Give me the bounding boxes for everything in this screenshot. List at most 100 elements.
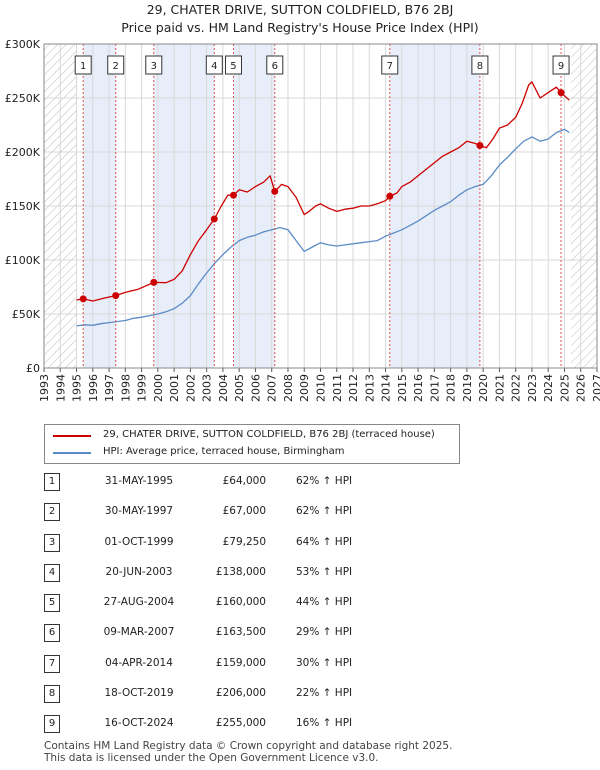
- x-tick-label: 1997: [103, 374, 116, 402]
- footer: Contains HM Land Registry data © Crown c…: [44, 740, 452, 764]
- sale-marker-label: 5: [230, 61, 236, 72]
- sale-hpi-diff: 29% ↑ HPI: [296, 626, 353, 639]
- sale-number-badge: 4: [44, 563, 60, 582]
- sale-point: [210, 215, 218, 223]
- table-row: 2 30-MAY-1997 £67,000 62% ↑ HPI: [44, 500, 464, 530]
- sale-number-badge: 6: [44, 624, 60, 643]
- x-tick-label: 2014: [380, 374, 393, 402]
- sale-marker-box: [224, 55, 242, 75]
- sale-marker-box: [266, 55, 284, 75]
- sale-hpi-diff: 62% ↑ HPI: [296, 505, 353, 518]
- sales-table: 1 31-MAY-1995 £64,000 62% ↑ HPI 2 30-MAY…: [44, 470, 464, 743]
- x-tick-label: 2015: [396, 374, 409, 402]
- sale-price: £67,000: [222, 505, 266, 518]
- sale-point: [150, 278, 158, 286]
- y-tick-label: £100K: [5, 254, 41, 267]
- sale-date: 31-MAY-1995: [104, 475, 174, 487]
- sale-price: £206,000: [215, 687, 266, 700]
- sale-date: 27-AUG-2004: [103, 596, 175, 609]
- sale-number-badge: 8: [44, 685, 60, 704]
- x-tick-label: 2019: [461, 374, 474, 402]
- sale-marker-label: 8: [477, 61, 483, 72]
- sale-marker-box: [552, 55, 570, 75]
- y-tick-label: £200K: [5, 146, 41, 159]
- sale-number-badge: 2: [44, 503, 60, 522]
- sale-hpi-diff: 64% ↑ HPI: [296, 535, 353, 548]
- x-tick-label: 1995: [71, 374, 84, 402]
- footer-line-2: This data is licensed under the Open Gov…: [44, 752, 379, 764]
- sale-marker-box: [205, 55, 223, 75]
- sale-date: 16-OCT-2024: [104, 717, 174, 730]
- sale-marker-label: 2: [113, 61, 119, 72]
- x-tick-label: 2024: [542, 374, 555, 402]
- table-row: 8 18-OCT-2019 £206,000 22% ↑ HPI: [44, 682, 464, 712]
- x-tick-label: 1998: [119, 374, 132, 402]
- table-row: 6 09-MAR-2007 £163,500 29% ↑ HPI: [44, 621, 464, 651]
- x-tick-label: 2026: [575, 374, 588, 402]
- x-tick-label: 2009: [298, 374, 311, 402]
- sale-price: £138,000: [215, 565, 266, 578]
- sale-marker-label: 4: [211, 61, 217, 72]
- table-row: 7 04-APR-2014 £159,000 30% ↑ HPI: [44, 652, 464, 682]
- sale-number-badge: 5: [44, 594, 60, 613]
- x-tick-label: 2010: [315, 374, 328, 402]
- sale-marker-label: 3: [151, 61, 157, 72]
- x-tick-label: 2013: [363, 374, 376, 402]
- x-tick-label: 1999: [136, 374, 149, 402]
- sale-hpi-diff: 44% ↑ HPI: [296, 596, 353, 609]
- sale-price: £160,000: [215, 596, 266, 609]
- sale-number-badge: 1: [44, 473, 60, 491]
- x-tick-label: 2016: [412, 374, 425, 402]
- x-tick-label: 2006: [249, 374, 262, 402]
- price-paid-line: [76, 81, 570, 302]
- sale-date: 09-MAR-2007: [103, 626, 175, 639]
- sale-number-badge: 3: [44, 533, 60, 552]
- sale-number-badge: 7: [44, 654, 60, 673]
- sale-marker-label: 9: [558, 61, 564, 72]
- x-tick-label: 2003: [201, 374, 214, 402]
- table-row: 4 20-JUN-2003 £138,000 53% ↑ HPI: [44, 561, 464, 591]
- sale-price: £163,500: [215, 626, 266, 639]
- sale-marker-label: 1: [80, 61, 86, 72]
- x-tick-label: 2002: [184, 374, 197, 402]
- sale-marker-box: [145, 55, 163, 75]
- y-tick-label: £300K: [5, 38, 41, 51]
- sale-date: 20-JUN-2003: [105, 565, 173, 578]
- x-tick-label: 2022: [510, 374, 523, 402]
- x-tick-label: 2012: [347, 374, 360, 402]
- x-tick-label: 2020: [477, 374, 490, 402]
- x-tick-label: 2004: [217, 374, 230, 402]
- legend: 29, CHATER DRIVE, SUTTON COLDFIELD, B76 …: [44, 424, 460, 464]
- x-tick-label: 1996: [87, 374, 100, 402]
- sale-point: [476, 142, 484, 150]
- plot-border: [43, 43, 598, 369]
- footer-line-1: Contains HM Land Registry data © Crown c…: [44, 740, 453, 752]
- sale-hpi-diff: 22% ↑ HPI: [296, 687, 353, 700]
- x-tick-label: 2008: [282, 374, 295, 402]
- sale-price: £255,000: [215, 717, 266, 730]
- sale-point: [271, 187, 279, 195]
- sale-hpi-diff: 30% ↑ HPI: [296, 656, 353, 669]
- y-tick-label: £0: [26, 362, 40, 375]
- x-tick-label: 2027: [591, 374, 600, 402]
- x-tick-label: 2005: [233, 374, 246, 402]
- x-tick-label: 2001: [168, 374, 181, 402]
- sale-marker-label: 7: [387, 61, 393, 72]
- sale-point: [229, 191, 237, 199]
- x-tick-label: 1993: [38, 374, 51, 402]
- sale-point: [386, 192, 394, 200]
- sale-hpi-diff: 62% ↑ HPI: [296, 475, 353, 487]
- y-tick-label: £250K: [5, 92, 41, 105]
- y-tick-label: £50K: [12, 308, 41, 321]
- sale-hpi-diff: 53% ↑ HPI: [296, 565, 353, 578]
- sale-date: 04-APR-2014: [105, 656, 173, 669]
- y-tick-label: £150K: [5, 200, 41, 213]
- table-row: 9 16-OCT-2024 £255,000 16% ↑ HPI: [44, 712, 464, 742]
- x-tick-label: 1994: [54, 374, 67, 402]
- table-row: 5 27-AUG-2004 £160,000 44% ↑ HPI: [44, 591, 464, 621]
- sale-marker-box: [107, 55, 125, 75]
- table-row: 1 31-MAY-1995 £64,000 62% ↑ HPI: [44, 470, 464, 500]
- legend-blue-swatch: [53, 452, 91, 454]
- sale-date: 18-OCT-2019: [104, 687, 174, 700]
- sale-marker-box: [381, 55, 399, 75]
